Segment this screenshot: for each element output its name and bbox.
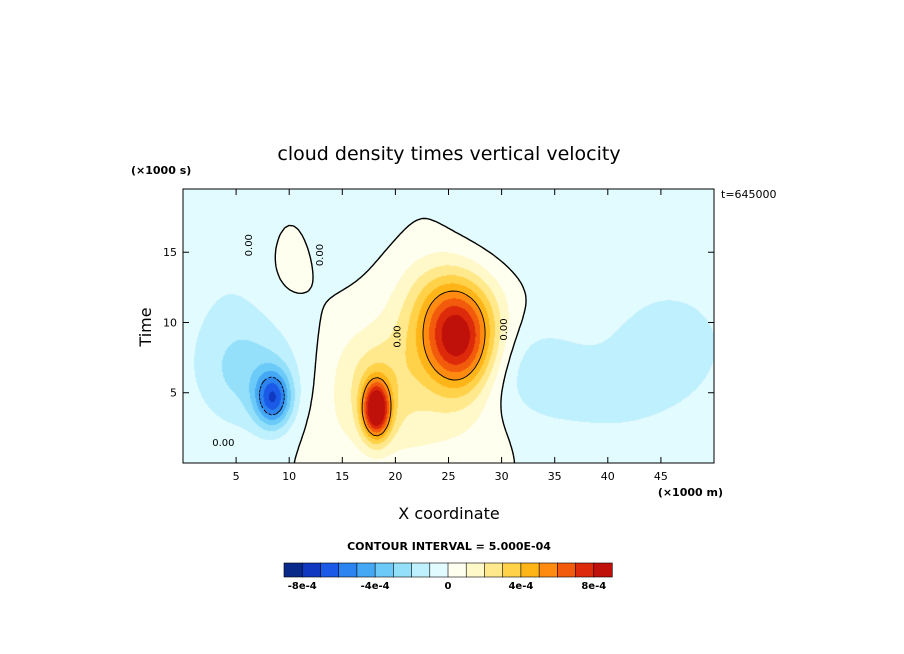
x-tick-label: 45 bbox=[654, 470, 668, 483]
colorbar-labels: -8e-4 -4e-4 0 4e-4 8e-4 bbox=[288, 581, 607, 592]
colorbar-cell bbox=[484, 562, 504, 578]
colorbar-cell bbox=[593, 562, 613, 578]
contour-label: 0.00 bbox=[393, 325, 404, 347]
colorbar-cell bbox=[411, 562, 431, 578]
colorbar-cell bbox=[283, 562, 303, 578]
colorbar-cell bbox=[393, 562, 413, 578]
colorbar-cell bbox=[356, 562, 376, 578]
colorbar-tick-label: -8e-4 bbox=[288, 581, 317, 592]
x-tick-label: 35 bbox=[548, 470, 562, 483]
colorbar-cell bbox=[374, 562, 394, 578]
colorbar-tick-label: 8e-4 bbox=[581, 581, 606, 592]
contour-lines: 0.00 0.00 0.00 0.00 0.00 bbox=[212, 217, 527, 464]
contour-label: 0.00 bbox=[315, 244, 326, 266]
colorbar-cell bbox=[557, 562, 577, 578]
x-axis-ticks: 5 10 15 20 25 30 35 40 45 bbox=[233, 189, 668, 483]
colorbar-tick-label: 0 bbox=[445, 581, 452, 592]
colorbar-cell bbox=[575, 562, 595, 578]
contour-line bbox=[274, 217, 527, 464]
field-image bbox=[183, 189, 714, 463]
x-axis-label: X coordinate bbox=[398, 504, 499, 523]
colorbar-tick-label: -4e-4 bbox=[361, 581, 390, 592]
contour-label: 0.00 bbox=[499, 318, 510, 340]
contour-line bbox=[259, 376, 285, 416]
x-tick-label: 10 bbox=[282, 470, 296, 483]
colorbar-tick-label: 4e-4 bbox=[508, 581, 533, 592]
colorbar-cell bbox=[338, 562, 358, 578]
x-tick-label: 25 bbox=[442, 470, 456, 483]
contour-line bbox=[361, 290, 486, 437]
x-tick-label: 5 bbox=[233, 470, 240, 483]
colorbar-cell bbox=[447, 562, 467, 578]
x-axis-units: (×1000 m) bbox=[658, 486, 723, 499]
colorbar-cell bbox=[301, 562, 322, 578]
y-tick-label: 15 bbox=[163, 246, 177, 259]
x-tick-label: 15 bbox=[335, 470, 349, 483]
colorbar-cell bbox=[502, 562, 522, 578]
time-stamp: t=645000 bbox=[721, 188, 777, 201]
contour-interval-text: CONTOUR INTERVAL = 5.000E-04 bbox=[347, 540, 551, 553]
x-tick-label: 20 bbox=[388, 470, 402, 483]
y-tick-label: 10 bbox=[163, 316, 177, 329]
colorbar-cell bbox=[465, 562, 486, 578]
x-tick-label: 30 bbox=[495, 470, 509, 483]
x-tick-label: 40 bbox=[601, 470, 615, 483]
colorbar-cell bbox=[538, 562, 558, 578]
y-axis-ticks: 5 10 15 bbox=[163, 246, 714, 400]
colorbar-cell bbox=[520, 562, 540, 578]
y-axis-units: (×1000 s) bbox=[131, 164, 191, 177]
colorbar bbox=[283, 562, 613, 578]
y-axis-label: Time bbox=[136, 307, 155, 347]
contour-label: 0.00 bbox=[244, 234, 255, 256]
chart-title: cloud density times vertical velocity bbox=[277, 143, 620, 165]
contour-label: 0.00 bbox=[212, 438, 234, 449]
colorbar-cell bbox=[320, 562, 340, 578]
y-tick-label: 5 bbox=[170, 387, 177, 400]
plot-area: 0.00 0.00 0.00 0.00 0.00 bbox=[182, 188, 715, 464]
colorbar-cell bbox=[429, 562, 449, 578]
